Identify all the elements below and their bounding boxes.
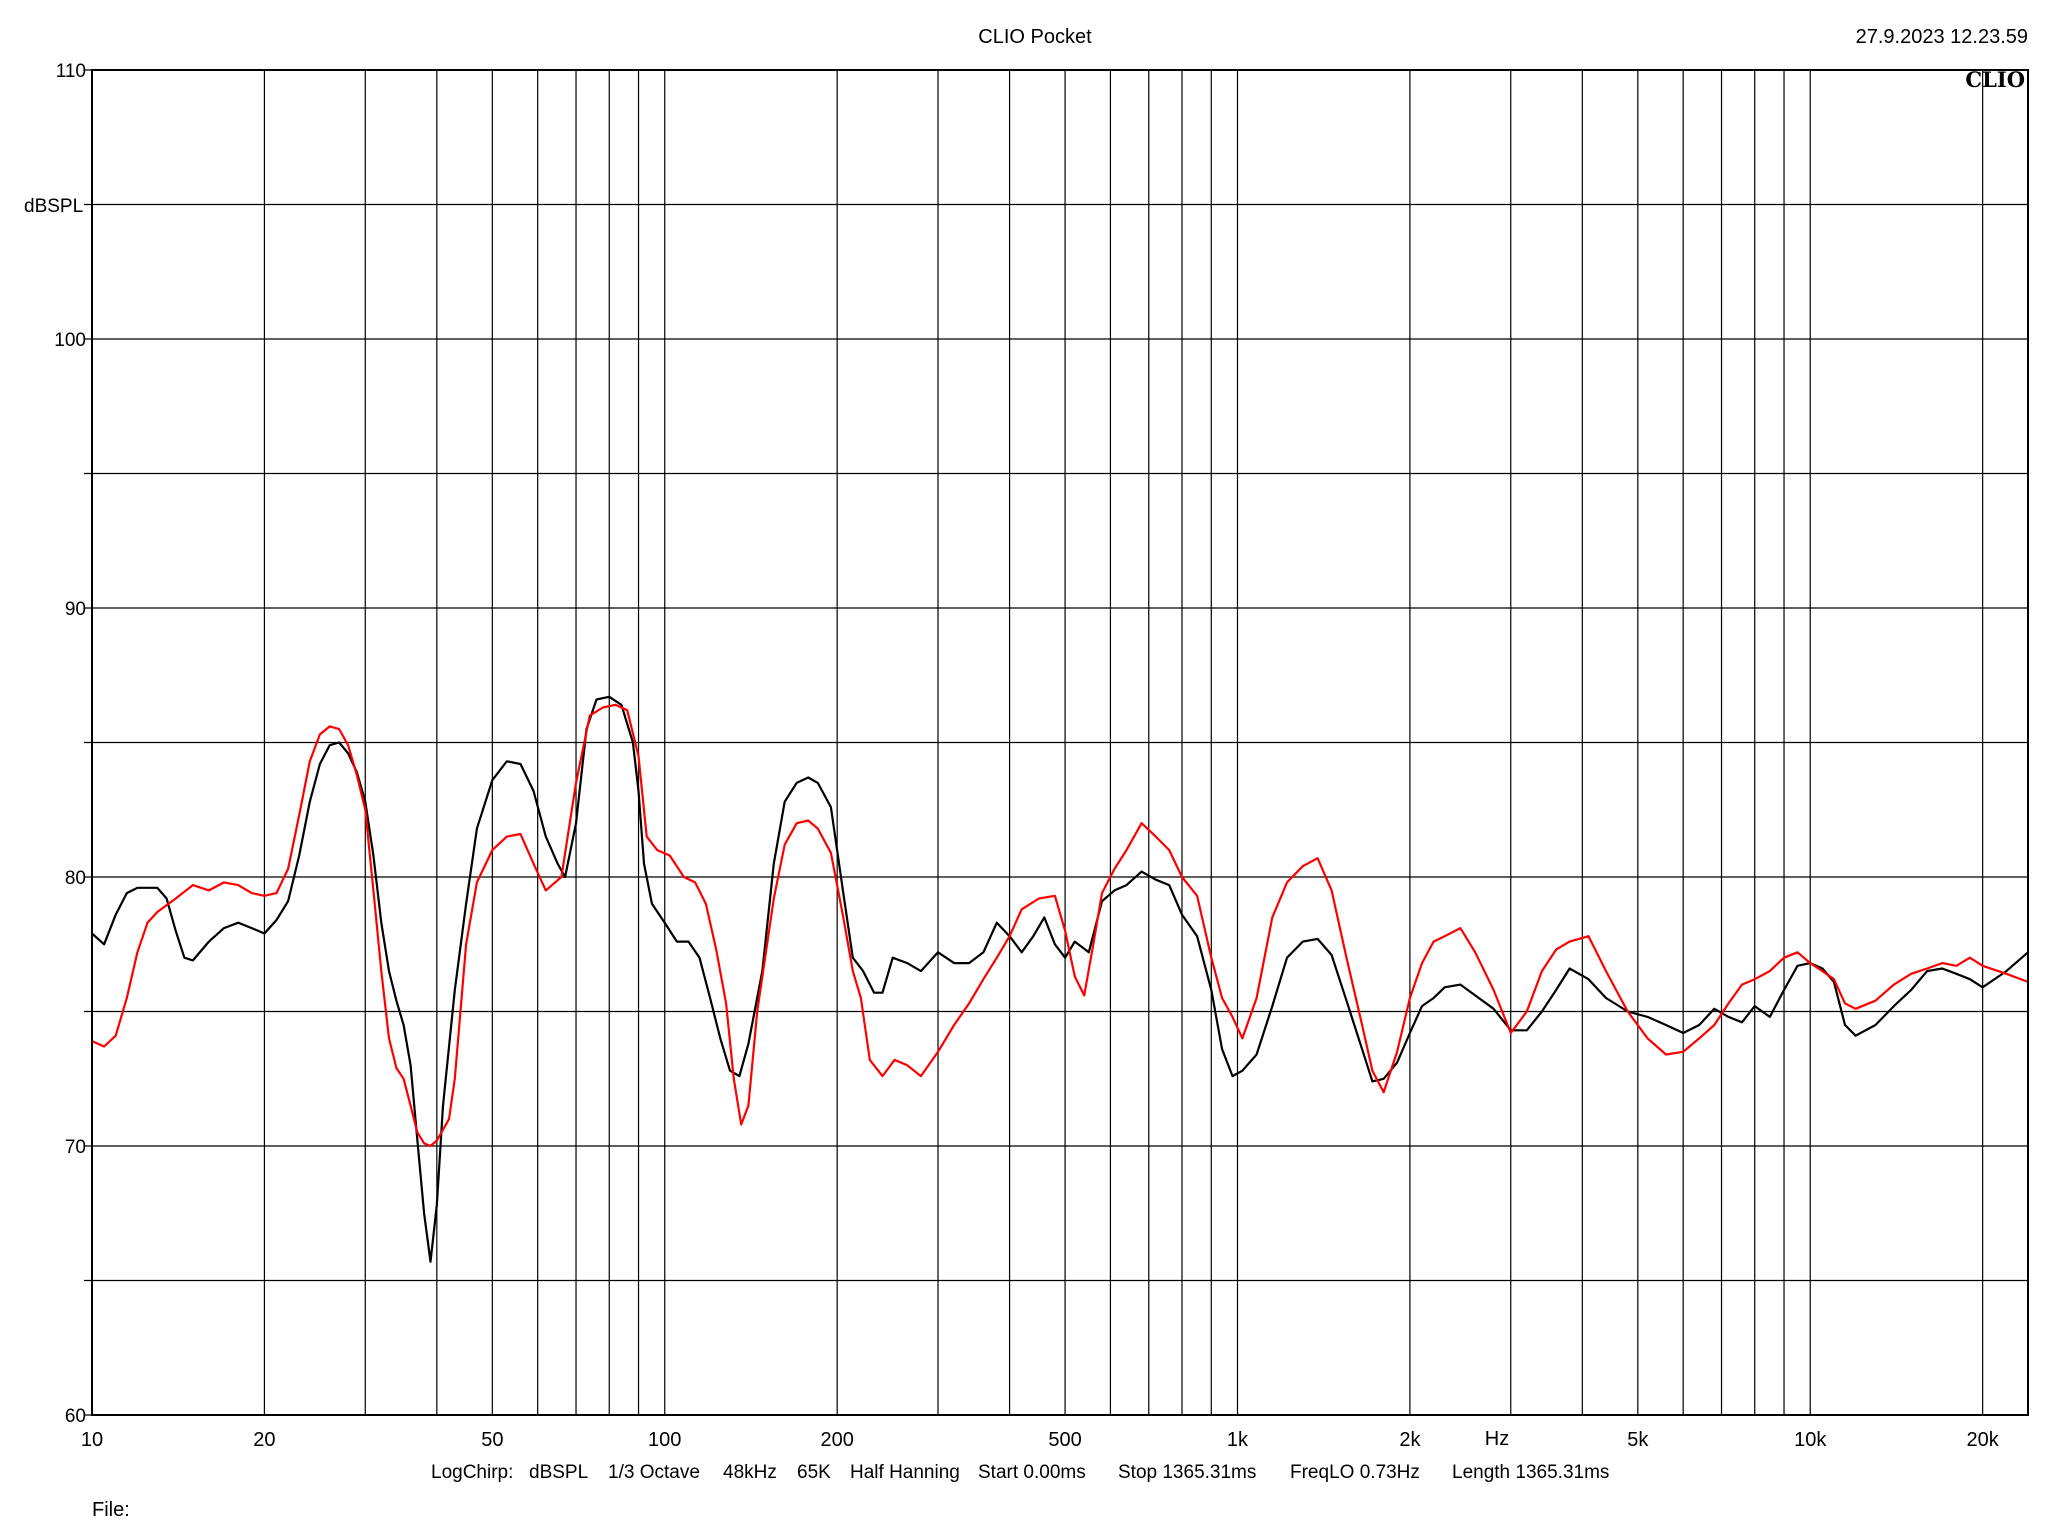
timestamp: 27.9.2023 12.23.59 — [1856, 26, 2028, 48]
y-tick-label: 80 — [65, 868, 86, 889]
series-red-line — [91, 703, 2029, 1148]
chart-title: CLIO Pocket — [978, 26, 1092, 48]
setting-item: Start 0.00ms — [978, 1462, 1086, 1483]
y-tick-label: 60 — [65, 1406, 86, 1427]
x-tick-label: 10k — [1794, 1429, 1827, 1451]
x-tick-label: 500 — [1048, 1429, 1081, 1451]
setting-item: 48kHz — [723, 1462, 777, 1483]
x-tick-label: 200 — [820, 1429, 853, 1451]
y-axis-unit-label: dBSPL — [24, 196, 83, 217]
x-tick-label: 20 — [253, 1429, 275, 1451]
x-axis-unit-label: Hz — [1485, 1428, 1509, 1450]
setting-item: dBSPL — [529, 1462, 588, 1483]
file-label: File: — [92, 1499, 130, 1521]
plot-frame — [91, 69, 2029, 1416]
measurement-settings: LogChirp: dBSPL 1/3 Octave 48kHz 65K Half Han… — [431, 1462, 1609, 1483]
setting-item: Stop 1365.31ms — [1118, 1462, 1256, 1483]
x-tick-label: 50 — [481, 1429, 503, 1451]
x-tick-label: 20k — [1967, 1429, 2000, 1451]
plot-series — [91, 695, 2029, 1263]
setting-item: 1/3 Octave — [608, 1462, 700, 1483]
x-tick-label: 10 — [81, 1429, 103, 1451]
setting-item: Length 1365.31ms — [1452, 1462, 1609, 1483]
setting-item: FreqLO 0.73Hz — [1290, 1462, 1420, 1483]
x-tick-label: 1k — [1227, 1429, 1249, 1451]
x-tick-label: 5k — [1627, 1429, 1649, 1451]
clio-logo: CLIO — [1965, 67, 2025, 92]
x-tick-label: 100 — [648, 1429, 681, 1451]
setting-item: Half Hanning — [850, 1462, 960, 1483]
y-tick-label: 70 — [65, 1137, 86, 1158]
x-tick-label: 2k — [1399, 1429, 1421, 1451]
y-tick-label: 100 — [54, 330, 86, 351]
series-black-line — [91, 695, 2029, 1263]
setting-item: 65K — [797, 1462, 831, 1483]
plot-grid — [84, 69, 2028, 1416]
y-tick-label: 110 — [56, 61, 86, 82]
setting-item: LogChirp: — [431, 1462, 513, 1483]
y-tick-label: 90 — [65, 599, 86, 620]
